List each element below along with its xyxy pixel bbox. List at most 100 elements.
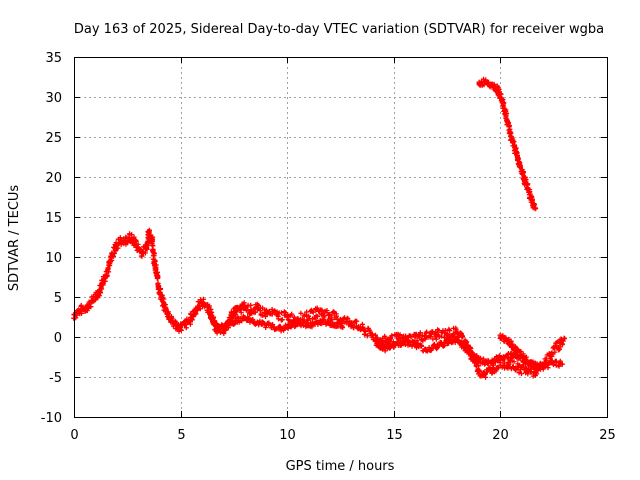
data-point <box>149 236 155 242</box>
series-track-lower <box>373 336 542 373</box>
data-point <box>248 307 254 313</box>
data-point <box>269 323 275 329</box>
data-point <box>109 252 115 258</box>
data-point <box>233 318 239 324</box>
data-point <box>402 339 407 345</box>
data-point <box>316 308 322 314</box>
data-point <box>387 337 392 343</box>
data-point <box>186 318 192 324</box>
data-point <box>306 313 311 319</box>
data-point <box>515 348 520 354</box>
data-point <box>161 302 166 308</box>
data-point <box>382 345 388 351</box>
data-point <box>557 340 563 346</box>
data-point <box>146 228 152 234</box>
data-point <box>101 276 107 282</box>
data-point <box>195 304 201 310</box>
data-point <box>423 347 429 353</box>
data-point <box>105 265 111 271</box>
data-point <box>540 364 546 370</box>
data-point <box>250 318 256 324</box>
grid-layer <box>74 57 607 417</box>
data-point <box>225 321 230 327</box>
data-point <box>203 302 209 308</box>
data-point <box>463 347 469 353</box>
data-point <box>504 116 510 122</box>
data-point <box>182 322 188 328</box>
data-point <box>506 361 512 367</box>
y-tick-label: 25 <box>45 131 62 146</box>
data-point <box>489 81 495 87</box>
data-point <box>506 339 512 345</box>
y-tick-label: -10 <box>41 411 62 426</box>
x-tick-label: 20 <box>492 428 509 443</box>
data-point <box>374 340 380 346</box>
y-tick-label: 20 <box>45 171 62 186</box>
data-point <box>423 333 429 339</box>
data-point <box>114 242 120 248</box>
data-point <box>340 324 346 330</box>
data-point <box>84 304 90 310</box>
data-point <box>529 200 535 206</box>
data-point <box>559 361 565 367</box>
data-point <box>242 315 248 321</box>
data-point <box>229 313 235 319</box>
data-point <box>126 235 132 241</box>
data-point <box>561 336 567 342</box>
y-tick-label: -5 <box>49 371 62 386</box>
series-track-high <box>476 76 539 212</box>
data-point <box>263 310 269 316</box>
data-point <box>318 318 324 324</box>
data-point <box>97 288 103 294</box>
data-point <box>348 320 354 326</box>
data-point <box>331 321 337 327</box>
x-tick-label: 15 <box>386 428 403 443</box>
plot-frame <box>74 57 608 418</box>
series-track-secondary <box>207 313 346 334</box>
data-point <box>483 78 488 84</box>
data-point <box>259 321 265 327</box>
data-point <box>173 323 179 329</box>
data-point <box>549 350 555 356</box>
data-point <box>412 334 418 340</box>
data-layer <box>71 76 567 380</box>
x-tick-label: 10 <box>279 428 296 443</box>
data-point <box>476 81 482 87</box>
data-point <box>77 308 83 314</box>
data-point <box>497 355 503 361</box>
data-point <box>327 312 333 318</box>
series-track-right <box>497 332 565 372</box>
y-tick-label: 10 <box>45 251 62 266</box>
data-point <box>459 334 465 340</box>
data-point <box>274 312 279 318</box>
data-point <box>242 304 248 310</box>
data-point <box>122 238 128 244</box>
data-point <box>278 326 284 332</box>
data-point <box>476 368 482 374</box>
data-point <box>156 286 162 292</box>
data-point <box>289 323 294 329</box>
data-point <box>521 174 527 180</box>
series-track-main <box>71 227 567 380</box>
data-point <box>500 99 505 105</box>
data-point <box>525 187 531 193</box>
data-point <box>237 307 243 313</box>
data-point <box>483 371 488 377</box>
data-point <box>391 342 397 348</box>
data-point <box>370 332 375 338</box>
y-axis-label: SDTVAR / TECUs <box>7 185 22 292</box>
data-point <box>485 360 491 366</box>
data-point <box>444 339 450 345</box>
y-tick-label: 35 <box>45 51 62 66</box>
data-point <box>297 320 303 326</box>
data-point <box>512 147 518 153</box>
data-point <box>444 331 450 337</box>
data-point <box>515 364 520 370</box>
x-tick-label: 25 <box>599 428 616 443</box>
data-point <box>497 334 503 340</box>
data-point <box>523 356 529 362</box>
y-tick-label: 15 <box>45 211 62 226</box>
data-point <box>472 355 478 361</box>
data-point <box>207 315 213 321</box>
